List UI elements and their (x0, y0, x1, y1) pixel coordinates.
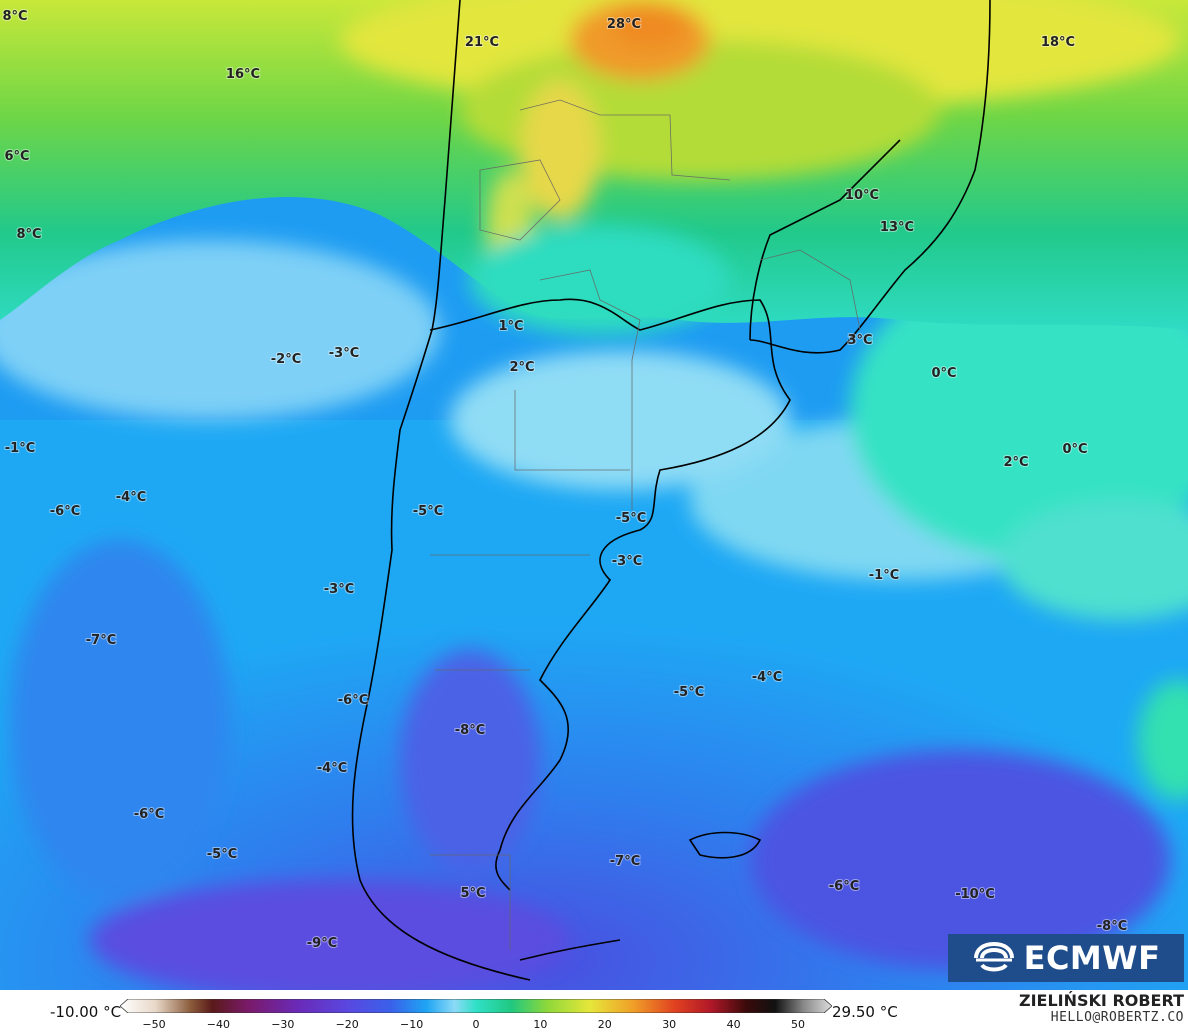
temperature-label: 10°C (845, 188, 879, 203)
temperature-label: 16°C (226, 67, 260, 82)
temperature-label: -6°C (829, 879, 859, 894)
temperature-label: 6°C (4, 149, 29, 164)
temperature-label: -5°C (207, 847, 237, 862)
temperature-label: 1°C (498, 319, 523, 334)
legend-tick-label: 20 (597, 1018, 612, 1031)
temperature-label: -4°C (116, 490, 146, 505)
temperature-label: -3°C (324, 582, 354, 597)
temperature-label: 28°C (607, 17, 641, 32)
legend-tick-label: −40 (206, 1018, 230, 1031)
teal-region-atlantic-2 (1000, 500, 1188, 620)
temperature-label: -6°C (50, 504, 80, 519)
color-legend: -10.00 °C (0, 990, 1188, 1035)
admin-borders (430, 99, 861, 950)
temperature-label: -9°C (307, 936, 337, 951)
temperature-label: 13°C (880, 220, 914, 235)
temperature-label: -6°C (134, 807, 164, 822)
ecmwf-logo-text: ECMWF (1023, 939, 1161, 977)
temperature-label: 3°C (847, 333, 872, 348)
temperature-label: 2°C (1003, 455, 1028, 470)
temperature-label: -6°C (338, 693, 368, 708)
teal-region-atlantic (850, 260, 1188, 560)
temperature-label: -4°C (752, 670, 782, 685)
temperature-label: -8°C (1097, 919, 1127, 934)
temperature-label: -5°C (413, 504, 443, 519)
temperature-label: -1°C (869, 568, 899, 583)
cold-pool-southeast (750, 750, 1170, 970)
teal-pampas (470, 225, 730, 335)
ecmwf-swirl-icon (973, 941, 1014, 972)
temperature-label: -3°C (329, 346, 359, 361)
temperature-label: 2°C (509, 360, 534, 375)
temperature-labels: 8°C 21°C 28°C 18°C 16°C 6°C 10°C 8°C 13°C 1°C 3°C -… (1, 8, 1128, 952)
temperature-label: -3°C (612, 554, 642, 569)
temperature-label: 18°C (1041, 35, 1075, 50)
temperature-label: -5°C (674, 685, 704, 700)
cold-pool-patagonia (400, 650, 540, 870)
legend-tick-label: 0 (472, 1018, 480, 1031)
legend-tick-label: 10 (533, 1018, 548, 1031)
legend-color-bar (120, 999, 832, 1013)
author-name: ZIELIŃSKI ROBERT (1018, 991, 1184, 1010)
legend-tick-label: −10 (399, 1018, 424, 1031)
temperature-label: 21°C (465, 35, 499, 50)
temperature-label: 0°C (1062, 442, 1087, 457)
yellow-ridge (520, 80, 600, 220)
cold-pool-west (10, 540, 230, 900)
legend-tick-label: −20 (335, 1018, 359, 1031)
temperature-map: 8°C 21°C 28°C 18°C 16°C 6°C 10°C 8°C 13°C 1°C 3°C -… (0, 0, 1188, 990)
temperature-label: 8°C (2, 9, 27, 24)
author-email: HELLO@ROBERTZ.CO (1050, 1010, 1184, 1025)
legend-tick-label: 30 (662, 1018, 677, 1031)
temperature-label: 5°C (460, 886, 485, 901)
temperature-label: 8°C (16, 227, 41, 242)
legend-min-label: -10.00 °C (50, 1003, 122, 1021)
temperature-label: -5°C (616, 511, 646, 526)
temperature-label: -7°C (86, 633, 116, 648)
temperature-label: -4°C (317, 761, 347, 776)
temperature-label: -1°C (5, 441, 35, 456)
legend-tick-label: −50 (142, 1018, 166, 1031)
legend-tick-label: −30 (271, 1018, 295, 1031)
light-band-center (450, 350, 790, 490)
temperature-label: -8°C (455, 723, 485, 738)
light-band-pacific (0, 240, 440, 420)
temperature-label: -2°C (271, 352, 301, 367)
orange-hotspot-core (612, 3, 688, 47)
teal-patch-southeast (1138, 680, 1188, 800)
cold-pool-southwest (90, 880, 570, 990)
ecmwf-logo: ECMWF (948, 934, 1184, 982)
temperature-label: -7°C (610, 854, 640, 869)
legend-max-label: 29.50 °C (832, 1003, 898, 1021)
temperature-label: 0°C (931, 366, 956, 381)
legend-tick-label: 40 (726, 1018, 741, 1031)
legend-tick-label: 50 (791, 1018, 805, 1031)
temperature-label: -10°C (955, 887, 995, 902)
coastlines (351, 0, 991, 981)
